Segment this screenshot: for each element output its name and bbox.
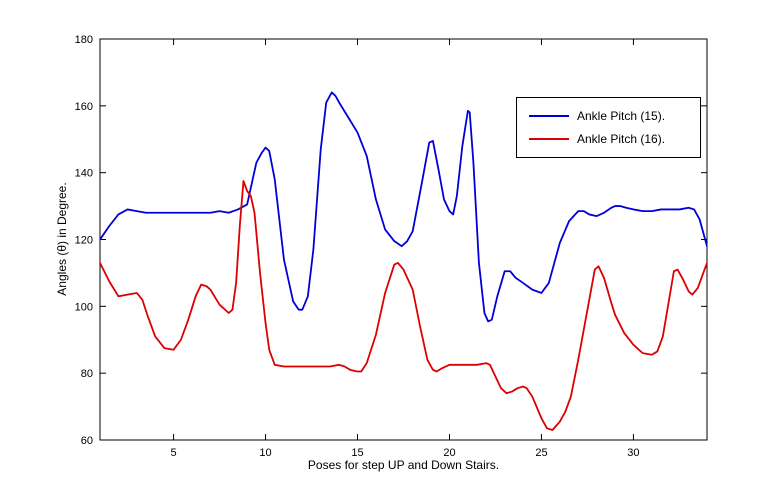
- y-tick-label: 160: [75, 101, 93, 113]
- x-tick-label: 25: [535, 447, 547, 459]
- legend: Ankle Pitch (15). Ankle Pitch (16).: [516, 97, 701, 158]
- x-tick-label: 30: [627, 447, 639, 459]
- y-tick-label: 60: [81, 435, 93, 447]
- legend-label: Ankle Pitch (16).: [577, 132, 666, 147]
- legend-entry-series-0: Ankle Pitch (15).: [517, 106, 700, 126]
- x-tick-label: 5: [171, 447, 177, 459]
- x-tick-label: 15: [351, 447, 363, 459]
- series-line-1: [100, 180, 707, 431]
- y-tick-label: 120: [75, 235, 93, 247]
- y-tick-label: 80: [81, 368, 93, 380]
- x-tick-label: 20: [443, 447, 455, 459]
- legend-line-swatch-red: [529, 138, 569, 141]
- legend-entry-series-1: Ankle Pitch (16).: [517, 129, 700, 149]
- x-axis-label: Poses for step UP and Down Stairs.: [307, 458, 500, 472]
- y-tick-label: 100: [75, 301, 93, 313]
- legend-label: Ankle Pitch (15).: [577, 108, 666, 123]
- y-tick-label: 140: [75, 168, 93, 180]
- y-tick-label: 180: [75, 34, 93, 46]
- x-tick-label: 10: [259, 447, 271, 459]
- legend-line-swatch-blue: [529, 114, 569, 117]
- y-axis-label: Angles (θ) in Degree.: [55, 182, 69, 296]
- series-line-0: [100, 91, 707, 323]
